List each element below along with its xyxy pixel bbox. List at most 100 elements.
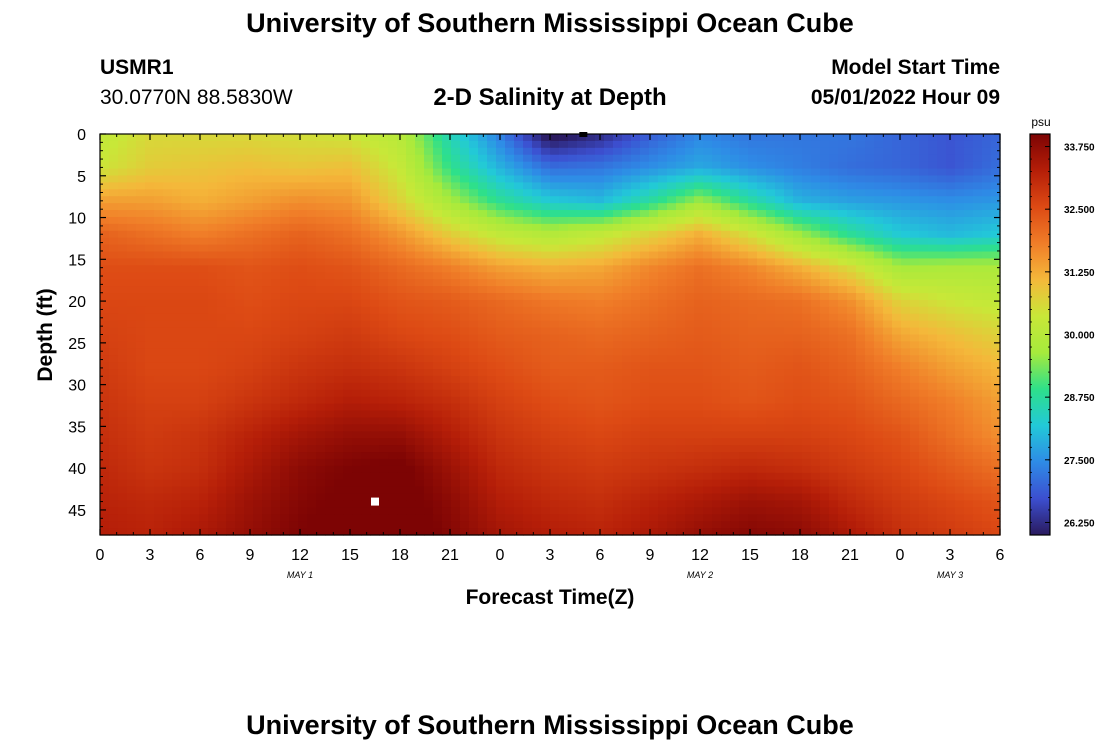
heatmap-cell [595,293,605,301]
heatmap-cell [469,424,479,432]
heatmap-cell [973,355,983,363]
heatmap-cell [514,431,524,439]
heatmap-cell [712,403,722,412]
heatmap-cell [820,272,830,280]
heatmap-cell [820,189,830,197]
heatmap-cell [307,272,317,280]
heatmap-cell [442,216,452,225]
heatmap-cell [748,244,758,253]
heatmap-cell [991,272,1001,280]
heatmap-cell [208,203,218,211]
heatmap-cell [775,348,785,356]
heatmap-cell [307,168,317,177]
heatmap-cell [910,431,920,439]
heatmap-cell [397,327,407,336]
heatmap-cell [406,348,416,356]
heatmap-cell [577,216,587,225]
heatmap-cell [271,396,281,405]
heatmap-cell [190,203,200,211]
heatmap-cell [820,396,830,405]
heatmap-cell [982,320,992,329]
heatmap-cell [235,320,245,329]
heatmap-cell [235,389,245,398]
heatmap-cell [784,320,794,329]
heatmap-cell [577,203,587,211]
heatmap-cell [460,182,470,190]
heatmap-cell [118,147,128,156]
heatmap-cell [856,196,866,204]
heatmap-cell [793,203,803,211]
heatmap-cell [964,251,974,260]
heatmap-cell [514,369,524,377]
heatmap-cell [262,348,272,356]
heatmap-cell [667,382,677,391]
heatmap-cell [820,382,830,391]
heatmap-cell [640,182,650,190]
heatmap-cell [280,161,290,170]
heatmap-cell [181,355,191,363]
heatmap-cell [253,341,263,349]
heatmap-cell [388,244,398,253]
heatmap-cell [325,147,335,156]
heatmap-cell [388,251,398,260]
heatmap-cell [748,175,758,183]
heatmap-cell [757,258,767,266]
heatmap-cell [712,203,722,211]
heatmap-cell [451,445,461,453]
heatmap-cell [397,438,407,446]
heatmap-cell [100,452,110,460]
heatmap-cell [253,438,263,446]
heatmap-cell [235,203,245,211]
heatmap-cell [820,258,830,266]
heatmap-cell [469,445,479,453]
heatmap-cell [280,230,290,239]
heatmap-cell [424,417,434,425]
heatmap-cell [424,299,434,308]
heatmap-cell [208,431,218,439]
heatmap-cell [388,348,398,356]
heatmap-cell [451,258,461,266]
heatmap-cell [829,293,839,301]
heatmap-cell [325,472,335,481]
heatmap-cell [235,293,245,301]
heatmap-cell [370,306,380,315]
heatmap-cell [262,223,272,232]
heatmap-cell [343,196,353,204]
heatmap-cell [190,452,200,460]
heatmap-cell [163,465,173,474]
heatmap-cell [181,417,191,425]
heatmap-cell [577,230,587,239]
heatmap-cell [145,465,155,474]
heatmap-cell [316,244,326,253]
heatmap-cell [559,417,569,425]
heatmap-cell [451,196,461,204]
heatmap-cell [478,452,488,460]
heatmap-cell [496,237,506,246]
heatmap-cell [955,355,965,363]
heatmap-cell [523,341,533,349]
heatmap-cell [397,417,407,425]
heatmap-cell [793,327,803,336]
heatmap-cell [973,223,983,232]
heatmap-cell [442,286,452,294]
heatmap-cell [478,203,488,211]
heatmap-cell [244,134,254,142]
heatmap-cell [838,299,848,308]
heatmap-cell [604,320,614,329]
heatmap-cell [199,161,209,170]
heatmap-cell [334,230,344,239]
heatmap-cell [883,417,893,425]
heatmap-cell [424,445,434,453]
heatmap-cell [433,203,443,211]
heatmap-cell [496,375,506,384]
heatmap-cell [649,458,659,467]
heatmap-cell [793,265,803,273]
heatmap-cell [919,355,929,363]
heatmap-cell [262,417,272,425]
heatmap-cell [307,341,317,349]
heatmap-cell [739,438,749,446]
heatmap-cell [847,382,857,391]
heatmap-cell [874,438,884,446]
heatmap-cell [964,389,974,398]
heatmap-cell [892,168,902,177]
